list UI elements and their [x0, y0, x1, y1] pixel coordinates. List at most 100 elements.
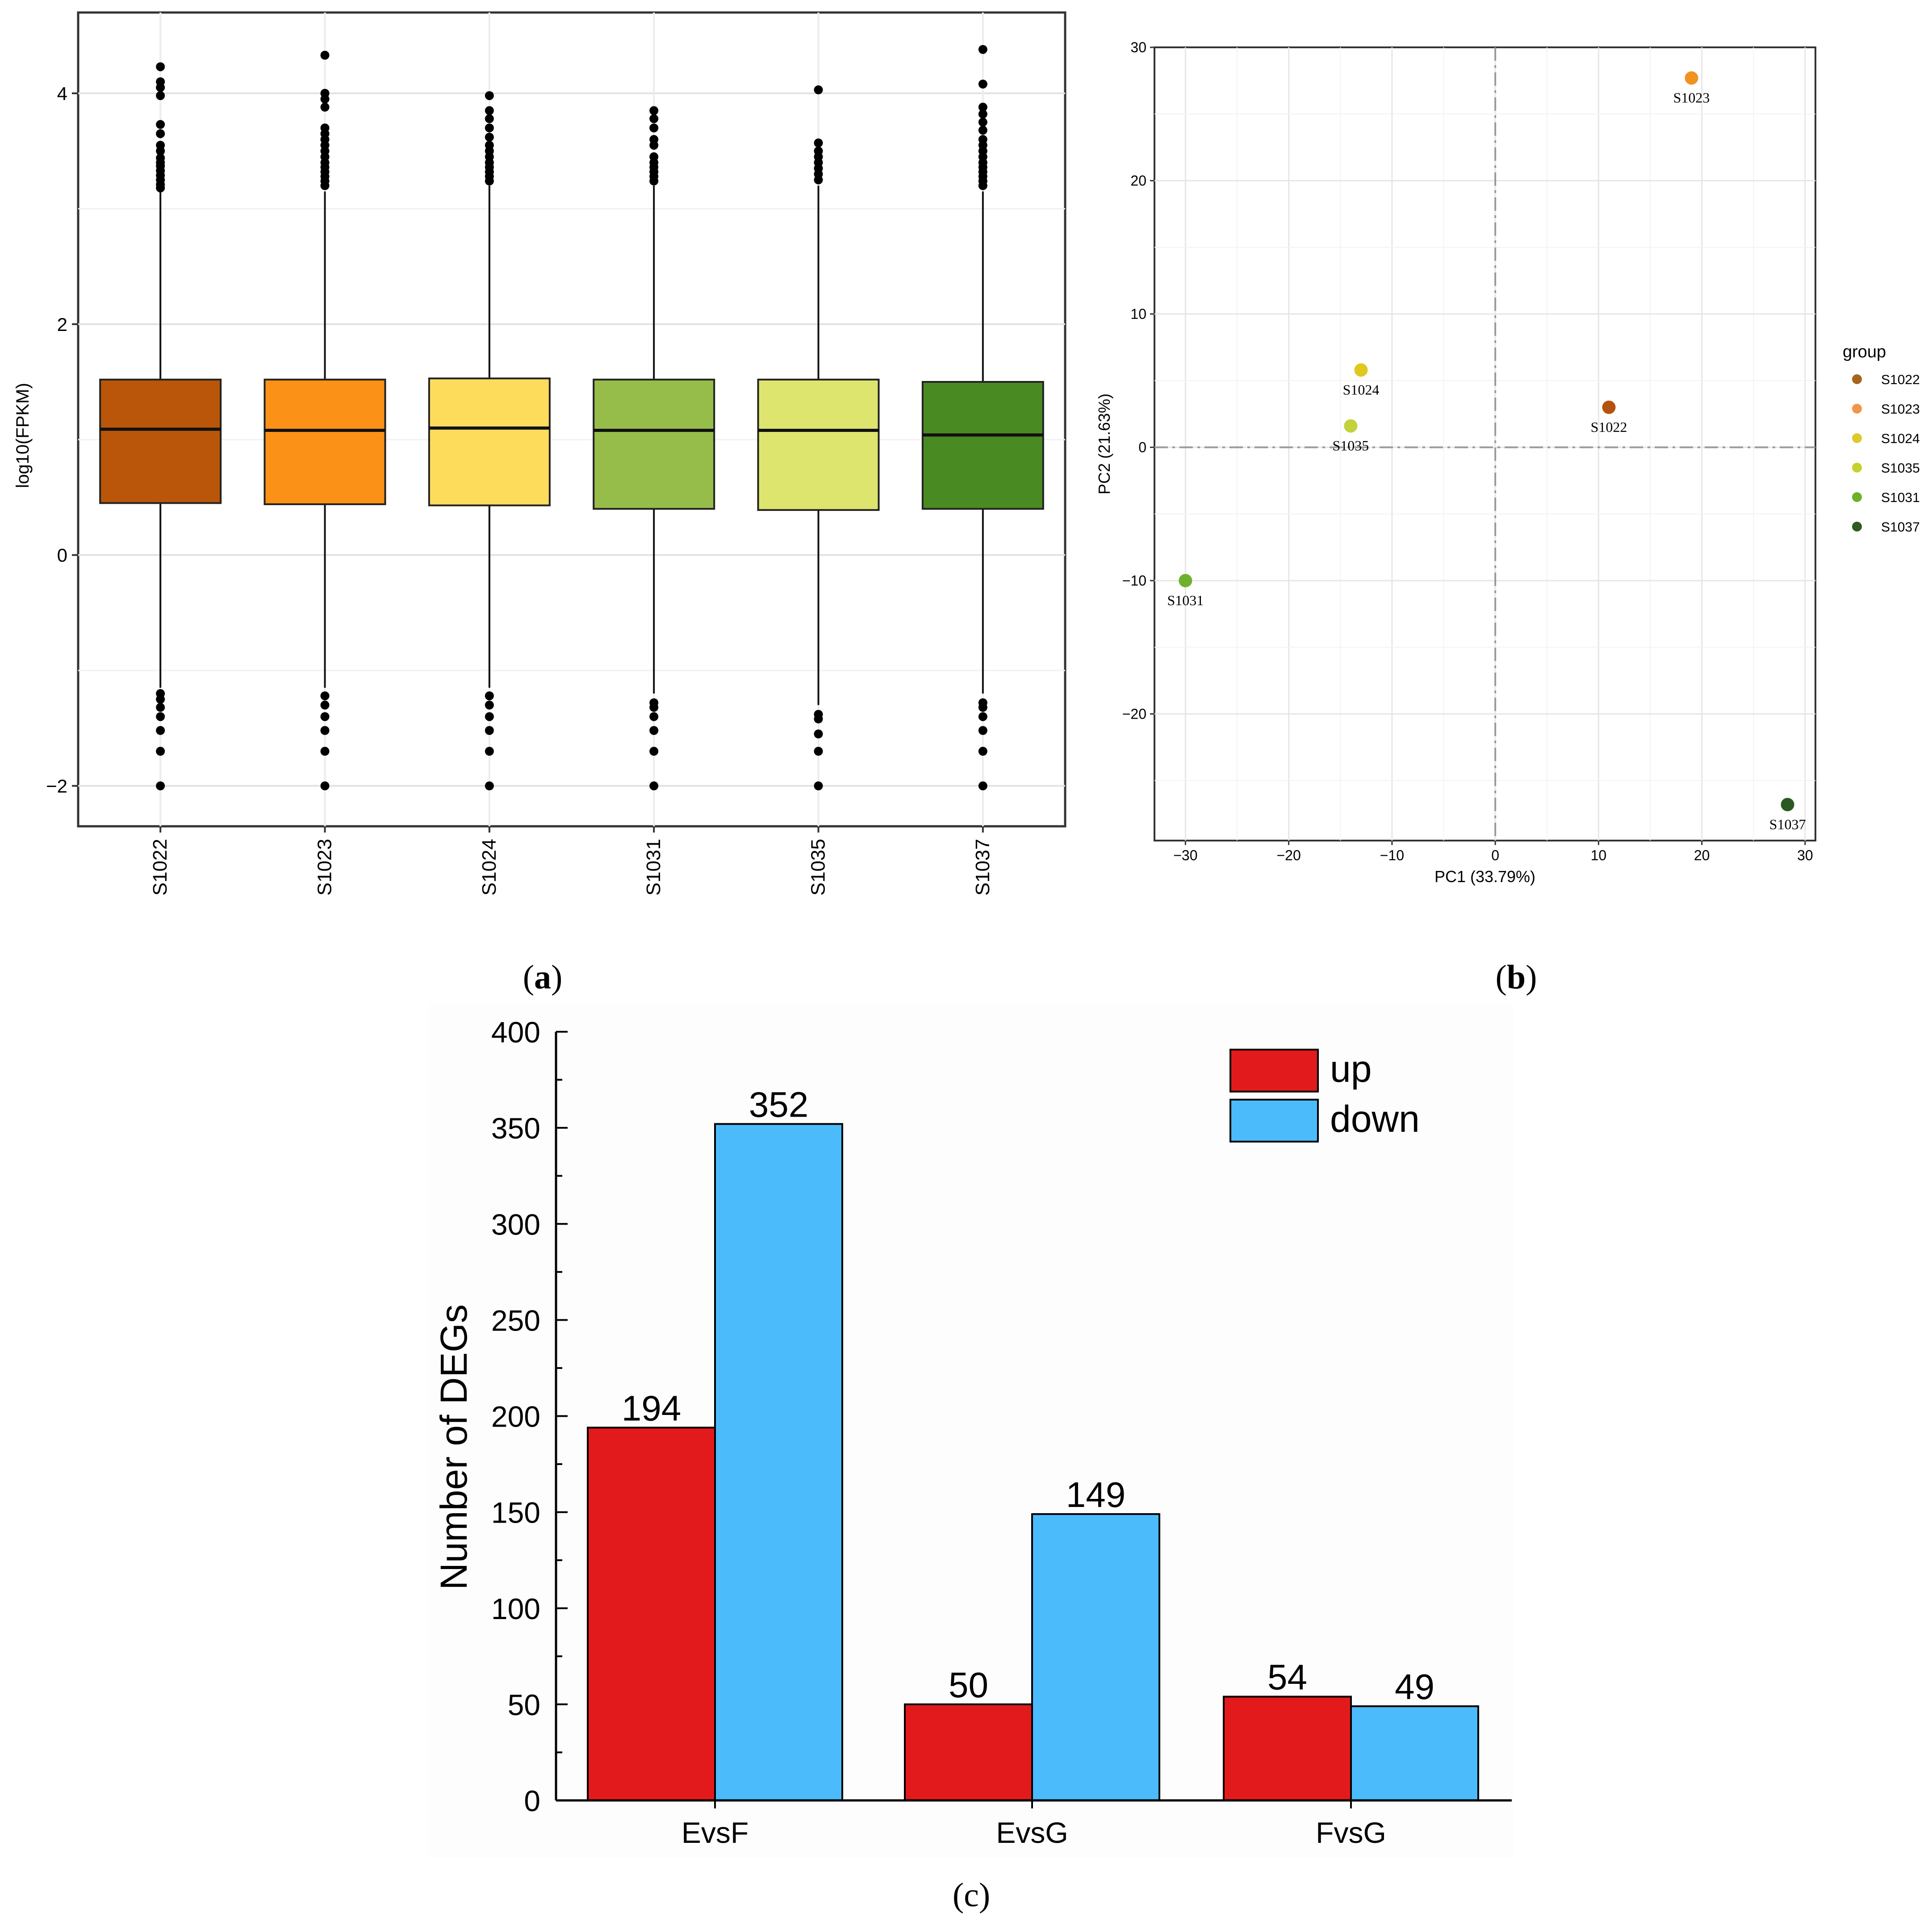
panel-c-x-ticks: EvsF EvsG FvsG	[682, 1800, 1386, 1849]
x-tick-label: −10	[1380, 847, 1404, 863]
outlier-point	[485, 91, 494, 100]
legend-swatch	[1852, 463, 1862, 473]
outlier-point	[649, 726, 659, 735]
y-tick-label: 2	[57, 314, 67, 335]
box-body	[263, 378, 386, 505]
legend-label: S1024	[1881, 431, 1920, 446]
y-tick-label: 10	[1130, 306, 1146, 322]
outlier-point	[320, 102, 330, 112]
x-tick-label: FvsG	[1316, 1816, 1386, 1849]
bar-value-label: 50	[949, 1665, 988, 1705]
x-tick-label: 0	[1491, 847, 1499, 863]
x-tick-label: S1022	[149, 839, 171, 896]
panel-c-y-ticks: 0 50 100 150 200 250 300 350 400	[491, 1016, 568, 1817]
outlier-point	[156, 120, 165, 129]
outlier-point	[320, 700, 330, 710]
outlier-point	[649, 141, 659, 150]
outlier-point	[485, 781, 494, 791]
panel-b-x-ticks: −30 −20 −10 0 10 20 30	[1173, 841, 1813, 863]
panel-c-bar-chart: 194 352 50 149 54 49 0 50 100 150 200 250 300 350 400…	[429, 1005, 1514, 1858]
outlier-point	[156, 146, 165, 156]
outlier-point	[978, 703, 987, 712]
scatter-point	[1781, 798, 1794, 812]
scatter-point	[1354, 363, 1368, 377]
point-S1024: S1024	[1343, 363, 1380, 398]
box-S1031	[593, 106, 715, 791]
panel-a-plot-area	[77, 11, 1066, 828]
outlier-point	[485, 747, 494, 756]
panel-b-x-axis-label: PC1 (33.79%)	[1434, 867, 1535, 886]
point-label: S1024	[1343, 381, 1380, 398]
y-tick-label: 20	[1130, 172, 1146, 188]
bar-down-EvsG	[1031, 1513, 1160, 1801]
box-S1035	[757, 85, 880, 791]
point-S1031: S1031	[1167, 573, 1204, 608]
outlier-point	[320, 726, 330, 735]
outlier-point	[978, 126, 987, 135]
outlier-point	[156, 703, 165, 712]
x-tick-label: S1035	[807, 839, 829, 896]
box-body	[99, 378, 222, 504]
outlier-point	[320, 712, 330, 721]
box-body	[593, 378, 715, 510]
outlier-point	[485, 133, 494, 142]
outlier-point	[649, 106, 659, 115]
legend-swatch	[1852, 522, 1862, 532]
legend-swatch	[1852, 492, 1862, 502]
outlier-point	[156, 83, 165, 92]
outlier-point	[320, 747, 330, 756]
x-tick-label: EvsF	[682, 1816, 749, 1849]
outlier-point	[978, 45, 987, 54]
x-tick-label: EvsG	[996, 1816, 1068, 1849]
x-tick-label: 30	[1797, 847, 1813, 863]
outlier-point	[978, 109, 987, 119]
bar-down-FvsG	[1350, 1705, 1479, 1801]
point-S1035: S1035	[1332, 419, 1369, 454]
panel-a-boxplot: −2 0 2 4 S1022 S1023 S1024 S1031 S1035 S1037 log…	[13, 11, 1066, 896]
point-label: S1023	[1673, 90, 1710, 106]
y-tick-label: 250	[491, 1304, 540, 1337]
bar-up-EvsF	[587, 1427, 716, 1801]
legend-swatch	[1852, 404, 1862, 414]
point-S1022: S1022	[1591, 400, 1627, 435]
box-S1024	[428, 91, 551, 791]
y-tick-label: −2	[46, 776, 67, 797]
panel-c-caption-letter: c	[964, 1876, 979, 1914]
y-tick-label: 100	[491, 1592, 540, 1625]
panel-a-caption: (a)	[523, 958, 563, 996]
box-S1037	[921, 45, 1044, 791]
point-label: S1022	[1591, 419, 1627, 435]
y-tick-label: 0	[1138, 439, 1146, 455]
outlier-point	[978, 117, 987, 127]
y-tick-label: 30	[1130, 39, 1146, 55]
scatter-point	[1179, 573, 1192, 587]
bar-value-label: 54	[1267, 1657, 1307, 1697]
y-tick-label: 200	[491, 1400, 540, 1433]
panel-c-y-axis-label: Number of DEGs	[433, 1304, 475, 1590]
panel-b-legend-title: group	[1843, 343, 1886, 361]
y-tick-label: −10	[1122, 573, 1146, 589]
outlier-point	[649, 712, 659, 721]
outlier-point	[814, 714, 823, 724]
outlier-point	[814, 781, 823, 791]
outlier-point	[814, 729, 823, 739]
point-label: S1031	[1167, 592, 1204, 608]
panel-b-plot-area	[1154, 46, 1816, 841]
y-tick-label: 350	[491, 1112, 540, 1145]
outlier-point	[649, 703, 659, 712]
outlier-point	[485, 726, 494, 735]
x-tick-label: S1024	[478, 839, 500, 896]
outlier-point	[320, 181, 330, 190]
legend-label: S1031	[1881, 490, 1920, 505]
legend-swatch-down	[1229, 1099, 1319, 1143]
y-tick-label: 50	[508, 1688, 540, 1721]
box-body	[921, 381, 1044, 510]
outlier-point	[978, 781, 987, 791]
outlier-point	[156, 781, 165, 791]
outlier-point	[156, 712, 165, 721]
scatter-point	[1344, 419, 1358, 433]
outlier-point	[978, 747, 987, 756]
panel-c-legend: up down	[1229, 1048, 1420, 1143]
panel-b-y-axis-label: PC2 (21.63%)	[1095, 393, 1113, 494]
